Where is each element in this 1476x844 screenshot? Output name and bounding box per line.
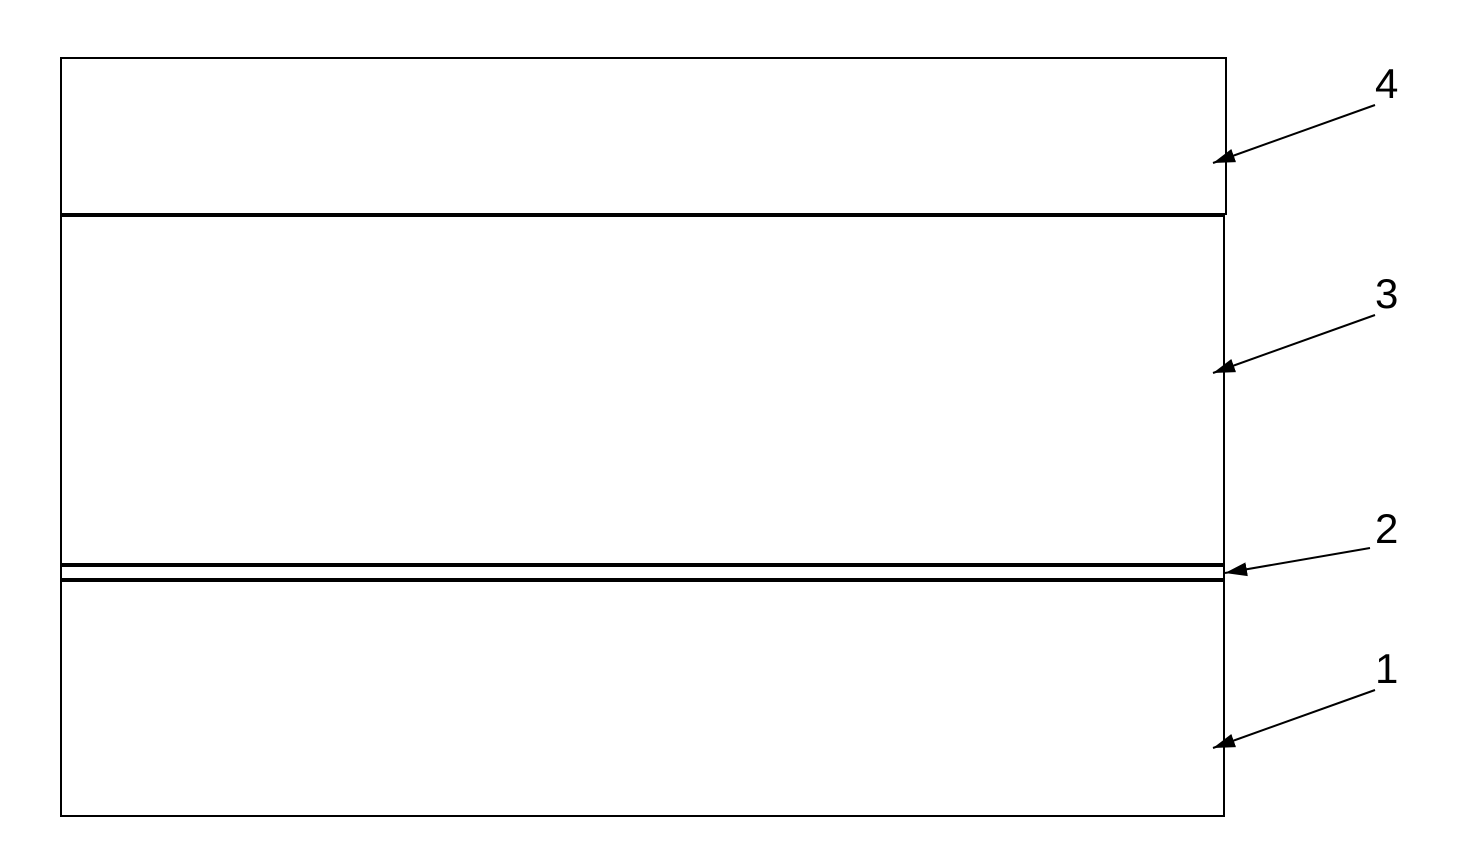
diagram-canvas: 4 3 2 1 xyxy=(0,0,1476,844)
label-4: 4 xyxy=(1375,60,1398,108)
label-1: 1 xyxy=(1375,645,1398,693)
arrow-to-layer-1 xyxy=(0,0,1476,844)
label-3: 3 xyxy=(1375,270,1398,318)
label-2: 2 xyxy=(1375,505,1398,553)
